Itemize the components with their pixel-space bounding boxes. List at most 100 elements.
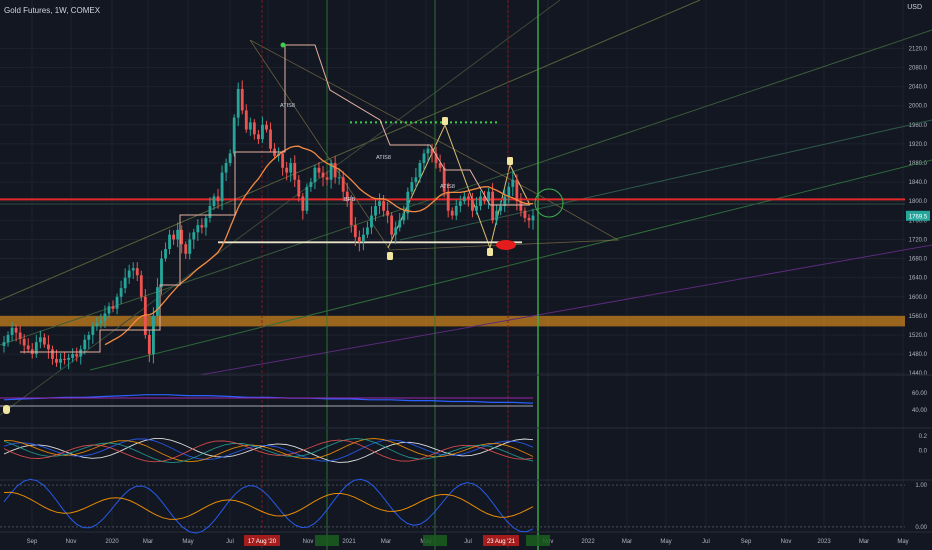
candle-body[interactable] bbox=[103, 313, 107, 321]
candle-body[interactable] bbox=[176, 229, 180, 240]
candle-body[interactable] bbox=[164, 248, 167, 259]
candle-body[interactable] bbox=[115, 296, 119, 309]
candle-body[interactable] bbox=[329, 163, 333, 180]
candle-body[interactable] bbox=[394, 227, 398, 235]
candle-body[interactable] bbox=[305, 186, 309, 211]
candle-body[interactable] bbox=[265, 124, 268, 130]
candle-body[interactable] bbox=[63, 358, 66, 360]
pivot-marker[interactable] bbox=[442, 117, 448, 125]
candle-body[interactable] bbox=[406, 191, 410, 214]
candle-body[interactable] bbox=[349, 201, 353, 226]
trend-line[interactable] bbox=[399, 119, 932, 241]
candle-body[interactable] bbox=[22, 338, 26, 346]
candle-body[interactable] bbox=[475, 206, 478, 211]
candle-body[interactable] bbox=[471, 198, 474, 211]
candle-body[interactable] bbox=[426, 148, 430, 154]
candle-body[interactable] bbox=[244, 110, 248, 130]
candle-body[interactable] bbox=[196, 225, 200, 233]
candle-body[interactable] bbox=[51, 349, 54, 359]
candle-body[interactable] bbox=[55, 358, 58, 363]
candle-body[interactable] bbox=[357, 237, 361, 242]
trend-line[interactable] bbox=[0, 29, 932, 346]
candle-body[interactable] bbox=[281, 153, 285, 168]
trend-line[interactable] bbox=[199, 244, 932, 376]
candle-body[interactable] bbox=[91, 326, 95, 335]
candle-body[interactable] bbox=[325, 177, 329, 180]
candle-body[interactable] bbox=[422, 153, 426, 164]
candle-body[interactable] bbox=[208, 206, 212, 218]
candle-body[interactable] bbox=[87, 334, 91, 340]
candle-body[interactable] bbox=[366, 227, 369, 235]
candle-body[interactable] bbox=[18, 332, 22, 339]
candle-body[interactable] bbox=[527, 217, 531, 221]
candle-body[interactable] bbox=[156, 287, 159, 316]
candle-body[interactable] bbox=[38, 337, 42, 343]
candle-body[interactable] bbox=[321, 172, 325, 178]
candle-body[interactable] bbox=[151, 315, 155, 355]
trend-line[interactable] bbox=[0, 0, 561, 416]
candle-body[interactable] bbox=[446, 191, 450, 211]
candle-body[interactable] bbox=[79, 349, 83, 357]
candle-body[interactable] bbox=[10, 327, 14, 335]
candle-body[interactable] bbox=[240, 88, 244, 111]
candle-body[interactable] bbox=[119, 288, 123, 297]
candle-body[interactable] bbox=[67, 357, 71, 360]
candle-body[interactable] bbox=[442, 167, 446, 192]
candle-body[interactable] bbox=[34, 342, 38, 355]
candle-body[interactable] bbox=[479, 196, 482, 207]
candle-body[interactable] bbox=[466, 196, 470, 199]
candle-body[interactable] bbox=[450, 210, 454, 216]
candle-body[interactable] bbox=[131, 268, 135, 271]
candle-body[interactable] bbox=[309, 182, 313, 187]
candle-body[interactable] bbox=[523, 210, 527, 218]
candle-body[interactable] bbox=[228, 153, 232, 164]
candle-body[interactable] bbox=[107, 306, 111, 314]
moving-average-line[interactable] bbox=[104, 145, 533, 346]
candle-body[interactable] bbox=[487, 191, 490, 202]
oscillator-line[interactable] bbox=[3, 439, 534, 463]
candle-body[interactable] bbox=[333, 163, 337, 178]
candle-body[interactable] bbox=[515, 179, 519, 202]
candle-body[interactable] bbox=[317, 167, 321, 173]
candle-body[interactable] bbox=[248, 122, 252, 130]
candle-body[interactable] bbox=[313, 167, 317, 183]
target-circle[interactable] bbox=[534, 188, 564, 218]
candle-body[interactable] bbox=[483, 196, 486, 202]
trend-line[interactable] bbox=[89, 159, 932, 371]
oscillator-line[interactable] bbox=[3, 438, 534, 462]
candle-body[interactable] bbox=[261, 124, 264, 140]
pivot-marker[interactable] bbox=[387, 252, 393, 260]
oscillator-line[interactable] bbox=[3, 438, 534, 464]
highlight-ellipse[interactable] bbox=[496, 240, 516, 250]
candle-body[interactable] bbox=[382, 201, 386, 211]
stochastic-line[interactable] bbox=[3, 491, 534, 520]
candle-body[interactable] bbox=[454, 206, 458, 216]
indicator-line[interactable] bbox=[3, 394, 534, 404]
candle-body[interactable] bbox=[192, 232, 196, 240]
candle-body[interactable] bbox=[410, 182, 414, 192]
candle-body[interactable] bbox=[370, 215, 373, 228]
candle-body[interactable] bbox=[390, 215, 394, 235]
candle-body[interactable] bbox=[184, 244, 188, 254]
candle-body[interactable] bbox=[499, 206, 503, 211]
candle-body[interactable] bbox=[135, 268, 139, 276]
candle-body[interactable] bbox=[438, 163, 442, 168]
candle-body[interactable] bbox=[414, 177, 418, 183]
candle-body[interactable] bbox=[289, 163, 293, 173]
trailing-stop-line[interactable] bbox=[20, 44, 530, 353]
candle-body[interactable] bbox=[143, 296, 147, 335]
pivot-marker[interactable] bbox=[487, 248, 493, 256]
candle-body[interactable] bbox=[507, 186, 511, 197]
candle-body[interactable] bbox=[398, 220, 402, 228]
candle-body[interactable] bbox=[123, 277, 127, 289]
candle-body[interactable] bbox=[236, 88, 240, 118]
candle-body[interactable] bbox=[345, 191, 349, 202]
candle-body[interactable] bbox=[337, 177, 341, 179]
candle-body[interactable] bbox=[297, 179, 301, 197]
candle-body[interactable] bbox=[2, 342, 6, 346]
candle-body[interactable] bbox=[430, 148, 434, 154]
candle-body[interactable] bbox=[353, 225, 357, 238]
candle-body[interactable] bbox=[212, 196, 216, 207]
candle-body[interactable] bbox=[71, 354, 75, 358]
candle-body[interactable] bbox=[168, 234, 171, 249]
